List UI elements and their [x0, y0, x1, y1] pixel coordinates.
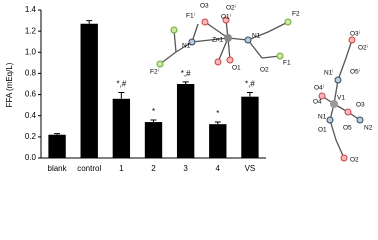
error-bar	[214, 121, 221, 125]
zinc-complex: F1ⁱ O3 O2ⁱ O1ⁱ F2 Zn1 N1ⁱ N1 F2ⁱ O1 O2 F…	[150, 3, 300, 76]
annotation: *,#	[181, 69, 191, 78]
bar	[176, 84, 195, 158]
atom-label: O2	[260, 67, 269, 74]
y-tick-label: 0.6	[25, 90, 37, 99]
atom	[326, 116, 334, 124]
atom	[226, 56, 234, 64]
atom	[330, 100, 338, 108]
y-tick-label: 1.2	[25, 26, 37, 35]
atom-label: N1ⁱ	[324, 69, 333, 77]
y-tick-label: 1.4	[25, 5, 37, 14]
atom	[201, 18, 209, 26]
atom-label: F1	[283, 60, 291, 67]
atom	[224, 34, 232, 42]
x-tick-label: VS	[245, 164, 256, 173]
atom-label: O3	[200, 3, 209, 10]
atom-label: F1ⁱ	[186, 12, 195, 20]
atom-label: O1ⁱ	[221, 13, 231, 21]
atom	[284, 18, 292, 26]
atom	[348, 36, 356, 44]
atom-label: N1ⁱ	[182, 42, 191, 50]
atom-label: O2	[350, 157, 359, 164]
x-tick-label: 4	[216, 164, 221, 173]
x-tick-label: blank	[48, 164, 68, 173]
atom-label: Zn1	[212, 37, 224, 44]
annotation: *	[152, 107, 155, 116]
y-tick-label: 0.4	[25, 111, 37, 120]
x-tick-label: control	[77, 164, 101, 173]
atom-label: O1	[232, 65, 241, 72]
x-tick-label: 3	[183, 164, 188, 173]
atom-label: N1	[318, 114, 327, 121]
bar	[241, 96, 259, 158]
atom-label: O5ⁱ	[350, 68, 360, 76]
annotation: *	[216, 109, 219, 118]
x-tick-label: 1	[119, 164, 124, 173]
atom	[334, 76, 342, 84]
atom-label: N2	[364, 125, 373, 132]
x-tick-label: 2	[151, 164, 156, 173]
atom	[276, 52, 284, 60]
error-bar	[54, 133, 61, 135]
y-axis-label: FFA (mEq/L)	[5, 62, 14, 107]
error-bar	[86, 20, 93, 24]
atom-label: F2ⁱ	[150, 68, 159, 76]
atom	[356, 116, 364, 124]
atom-label: O4ⁱ	[314, 84, 324, 92]
atom	[244, 36, 252, 44]
bar	[144, 122, 163, 158]
atom-label: F2	[292, 11, 300, 18]
atom-label: O2ⁱ	[226, 4, 236, 12]
atom-label: V1	[337, 95, 345, 102]
atom-label: O4	[313, 99, 322, 106]
atom	[344, 108, 352, 116]
error-bar	[150, 119, 157, 123]
atom	[156, 60, 164, 68]
atom-label: O5	[343, 125, 352, 132]
atom	[222, 16, 230, 24]
atom-label: O2ⁱ	[358, 44, 368, 52]
atom-label: O1	[318, 127, 327, 134]
atom	[170, 26, 178, 34]
error-bar	[246, 91, 253, 97]
bonds	[159, 19, 289, 65]
error-bar	[118, 91, 125, 99]
vanadium-complex: O3ⁱ O2ⁱ N1ⁱ O5ⁱ O4ⁱ V1 O4 O3 N2 N1 O1 O5…	[313, 30, 373, 164]
atom-label: O3	[356, 102, 365, 109]
figure: FFA (mEq/L) F1ⁱ O3 O2ⁱ O1ⁱ F2 Zn1 N1ⁱ N1…	[5, 3, 373, 173]
bar	[80, 23, 98, 158]
annotation: *,#	[116, 80, 126, 89]
y-tick-label: 0.8	[25, 69, 37, 78]
bar	[48, 134, 66, 158]
y-tick-label: 0.2	[25, 132, 37, 141]
atom	[318, 92, 326, 100]
atom	[188, 38, 196, 46]
y-tick-label: 1.0	[25, 47, 37, 56]
error-bar	[182, 81, 189, 84]
atom-label: O3ⁱ	[350, 30, 360, 38]
bar	[209, 124, 227, 158]
atom	[214, 58, 222, 66]
y-tick-label: 0.0	[25, 153, 37, 162]
annotation: *,#	[245, 80, 255, 89]
atom	[340, 154, 348, 162]
atom-label: N1	[252, 33, 261, 40]
bar	[112, 98, 131, 158]
